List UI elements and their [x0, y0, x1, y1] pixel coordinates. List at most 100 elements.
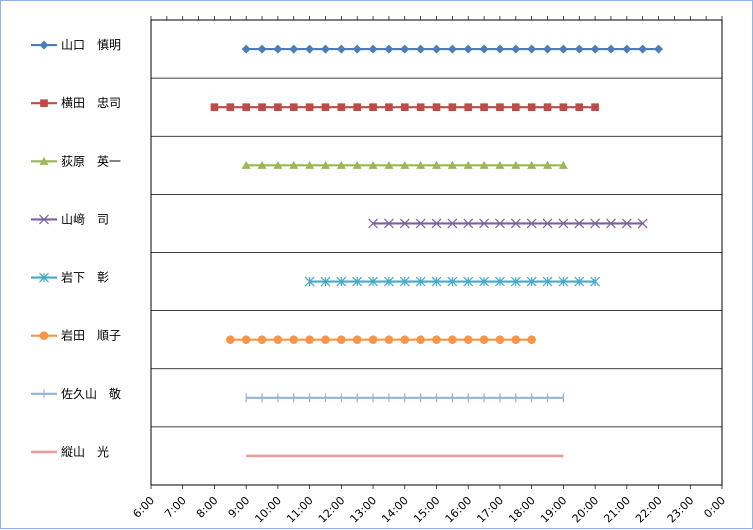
triangle-marker [479, 160, 489, 169]
triangle-marker [39, 156, 49, 165]
legend-item: 山﨑 司 [31, 211, 109, 226]
diamond-marker [400, 44, 410, 54]
square-marker [448, 103, 457, 112]
star-marker [320, 276, 331, 287]
square-marker [274, 103, 282, 112]
circle-marker [400, 335, 410, 344]
star-marker [590, 276, 601, 287]
circle-marker [463, 335, 473, 344]
legend-label: 佐久山 敬 [61, 387, 121, 401]
legend-item: 山口 慎明 [31, 38, 121, 52]
x-tick-label: 9:00 [226, 494, 253, 521]
triangle-marker [511, 160, 521, 169]
diamond-marker [543, 44, 553, 54]
circle-marker [257, 335, 267, 344]
legend-item: 縦山 光 [31, 445, 109, 459]
x-tick-label: 17:00 [474, 494, 506, 526]
x-marker [542, 218, 553, 229]
x-marker [383, 218, 394, 229]
legend-item: 荻原 英一 [31, 154, 121, 168]
series-4 [368, 218, 648, 229]
square-marker [321, 103, 330, 112]
triangle-marker [289, 160, 299, 169]
x-tick-label: 23:00 [665, 494, 697, 526]
diamond-marker [352, 44, 362, 54]
star-marker [542, 276, 553, 287]
triangle-marker [273, 160, 283, 169]
square-marker [480, 103, 488, 112]
circle-marker [432, 335, 441, 344]
x-tick-label: 7:00 [162, 494, 189, 521]
legend-label: 荻原 英一 [61, 154, 121, 168]
square-marker [337, 103, 346, 112]
legend-item: 佐久山 敬 [31, 387, 121, 401]
circle-marker [416, 335, 425, 344]
circle-marker [321, 335, 330, 344]
star-marker [495, 276, 505, 287]
triangle-marker [432, 160, 441, 169]
square-marker [511, 103, 520, 112]
square-marker [575, 103, 584, 112]
legend-label: 横田 忠司 [61, 96, 121, 110]
x-marker [510, 218, 521, 229]
legend-item: 岩下 彰 [31, 270, 109, 285]
star-marker [510, 276, 521, 287]
triangle-marker [543, 160, 553, 169]
square-marker [353, 103, 362, 112]
legend-label: 山口 慎明 [61, 38, 121, 52]
triangle-marker [400, 160, 410, 169]
circle-marker [337, 335, 346, 344]
x-tick-label: 11:00 [284, 494, 316, 526]
star-marker [558, 276, 569, 287]
diamond-marker [606, 44, 616, 54]
star-marker [336, 276, 347, 287]
diamond-marker [384, 44, 394, 54]
x-tick-label: 14:00 [379, 494, 411, 526]
x-marker [399, 218, 410, 229]
diamond-marker [574, 44, 584, 54]
diamond-marker [241, 44, 251, 54]
diamond-marker [654, 44, 664, 54]
star-marker [383, 276, 394, 287]
square-marker [305, 103, 314, 112]
star-marker [463, 276, 474, 287]
star-marker [526, 276, 537, 287]
triangle-marker [336, 160, 346, 169]
square-marker [559, 103, 568, 112]
series-3 [241, 160, 568, 169]
series-1 [241, 44, 664, 54]
x-marker [463, 218, 474, 229]
circle-marker [226, 335, 235, 344]
square-marker [369, 103, 377, 112]
square-marker [258, 103, 266, 112]
diamond-marker [479, 44, 489, 54]
diamond-marker [622, 44, 632, 54]
triangle-marker [384, 160, 394, 169]
diamond-marker [463, 44, 473, 54]
triangle-marker [463, 160, 473, 169]
circle-marker [289, 335, 299, 344]
diamond-marker [336, 44, 346, 54]
square-marker [416, 103, 425, 112]
star-marker [479, 276, 490, 287]
x-marker [637, 218, 648, 229]
legend-label: 山﨑 司 [61, 211, 109, 226]
star-marker [368, 276, 378, 287]
star-marker [574, 276, 585, 287]
diamond-marker [495, 44, 505, 54]
star-marker [304, 276, 315, 287]
diamond-marker [447, 44, 457, 54]
square-marker [226, 103, 235, 112]
star-marker [431, 276, 442, 287]
circle-marker [39, 331, 49, 340]
x-marker [431, 218, 442, 229]
circle-marker [448, 335, 457, 344]
x-tick-label: 12:00 [316, 494, 348, 526]
circle-marker [241, 335, 251, 344]
circle-marker [352, 335, 362, 344]
diamond-marker [416, 44, 426, 54]
diamond-marker [289, 44, 299, 54]
